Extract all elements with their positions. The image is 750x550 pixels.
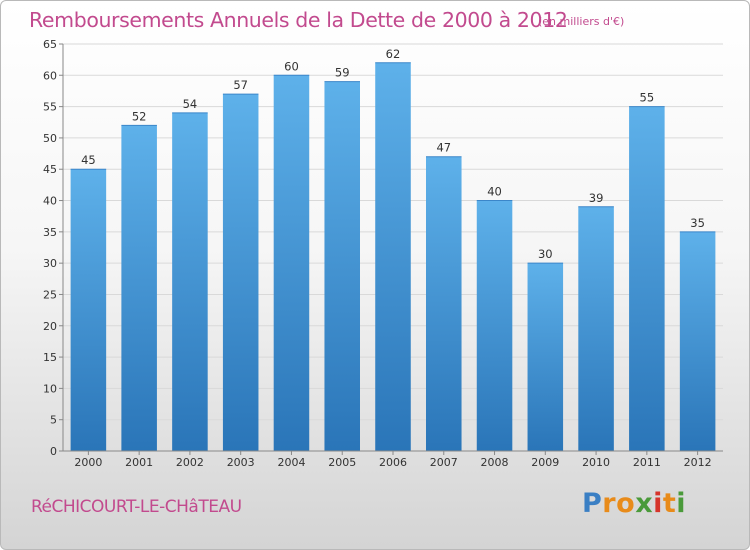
x-tick-label: 2011	[633, 456, 661, 469]
chart-title: Remboursements Annuels de la Dette de 20…	[29, 8, 568, 32]
y-tick-label: 60	[43, 69, 57, 82]
bar	[426, 156, 462, 451]
bar	[629, 106, 665, 451]
y-tick-label: 5	[50, 414, 57, 427]
x-tick-label: 2006	[379, 456, 407, 469]
logo-letter: r	[602, 488, 617, 519]
bar	[324, 81, 360, 452]
x-tick-label: 2009	[531, 456, 559, 469]
bar	[172, 112, 208, 451]
logo-letter: o	[616, 488, 636, 519]
data-label: 55	[640, 91, 655, 105]
bar	[476, 200, 513, 451]
data-label: 62	[386, 47, 401, 61]
data-label: 60	[284, 59, 299, 73]
x-tick-label: 2004	[277, 456, 305, 469]
data-label: 30	[538, 247, 553, 261]
bar-chart: 0 5 10 15 20 25 30 35 40 45 50 55 60 65 2000 2001 2002 20…	[43, 38, 723, 469]
logo-letter: x	[635, 488, 654, 519]
y-tick-label: 10	[43, 382, 57, 395]
data-label: 52	[132, 109, 147, 123]
logo-letter: P	[582, 488, 603, 519]
y-tick-label: 65	[43, 38, 57, 51]
y-tick-label: 15	[43, 351, 57, 364]
x-tick-label: 2000	[74, 456, 102, 469]
data-label: 35	[690, 216, 705, 230]
data-label: 40	[487, 185, 502, 199]
bar	[527, 263, 564, 451]
bar	[222, 94, 259, 451]
bar	[679, 231, 716, 451]
y-tick-label: 20	[43, 320, 57, 333]
bars	[70, 62, 716, 452]
y-tick-label: 0	[50, 445, 57, 458]
data-label: 57	[233, 78, 248, 92]
y-tick-label: 45	[43, 163, 57, 176]
data-labels: 45 52 54 57 60 59 62 47 40 30 39 55 35	[81, 47, 705, 261]
bar	[375, 62, 411, 452]
data-label: 45	[81, 153, 96, 167]
y-tick-label: 40	[43, 195, 57, 208]
y-tick-label: 25	[43, 288, 57, 301]
x-tick-label: 2002	[176, 456, 204, 469]
bar	[121, 125, 157, 452]
data-label: 59	[335, 66, 350, 80]
x-tick-label: 2005	[328, 456, 356, 469]
bar	[70, 169, 107, 451]
bar	[578, 206, 614, 451]
logo-letter: t	[662, 488, 677, 519]
x-tick-label: 2008	[481, 456, 509, 469]
data-label: 47	[436, 141, 451, 155]
proxiti-logo: Proxiti	[582, 488, 686, 519]
x-tick-label: 2001	[125, 456, 153, 469]
y-tick-label: 35	[43, 226, 57, 239]
data-label: 54	[183, 97, 198, 111]
logo-letter: i	[653, 488, 663, 519]
x-tick-label: 2007	[430, 456, 458, 469]
commune-name: RéCHICOURT-LE-CHâTEAU	[31, 497, 242, 517]
axes: 0 5 10 15 20 25 30 35 40 45 50 55 60 65 2000 2001 2002 20…	[43, 38, 723, 469]
x-tick-label: 2012	[684, 456, 712, 469]
bar	[273, 75, 310, 452]
unit-label: (en milliers d'€)	[538, 15, 625, 28]
y-tick-label: 55	[43, 101, 57, 114]
y-tick-label: 50	[43, 132, 57, 145]
y-tick-label: 30	[43, 257, 57, 270]
logo-letter: i	[676, 488, 687, 519]
x-tick-label: 2010	[582, 456, 610, 469]
data-label: 39	[589, 191, 604, 205]
x-tick-label: 2003	[227, 456, 255, 469]
